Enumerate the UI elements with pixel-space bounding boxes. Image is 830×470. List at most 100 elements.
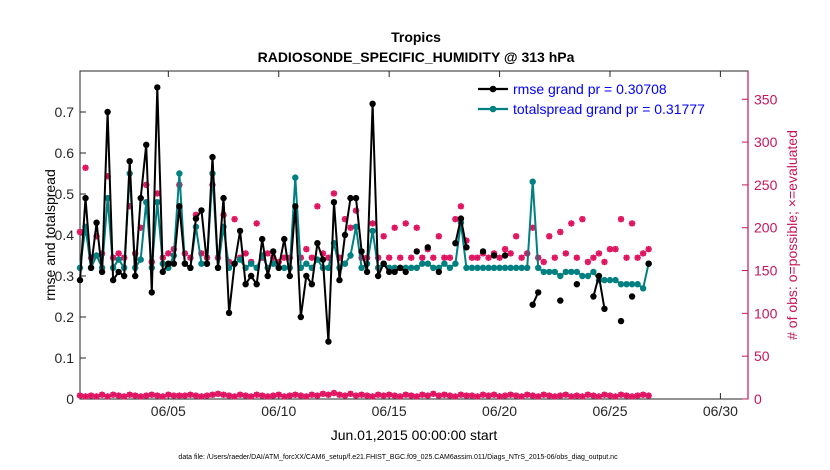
totalspread-point xyxy=(463,264,470,271)
obs-evaluated-point-ring xyxy=(330,389,338,397)
plot-area xyxy=(79,70,749,400)
totalspread-point xyxy=(623,281,630,288)
totalspread-point xyxy=(562,268,570,276)
obs-evaluated-point xyxy=(87,392,95,399)
obs-evaluated-point-ring xyxy=(369,393,376,400)
rmse-point xyxy=(165,260,172,267)
y2-tick-label: 350 xyxy=(754,91,778,107)
obs-possible-point-ring xyxy=(303,246,310,253)
obs-possible-point-ring xyxy=(474,254,481,261)
obs-evaluated-point xyxy=(374,391,382,398)
obs-evaluated-point xyxy=(319,390,327,398)
obs-evaluated-point xyxy=(132,392,139,399)
obs-possible-point xyxy=(579,215,586,223)
obs-evaluated-point-ring xyxy=(452,393,459,400)
totalspread-point xyxy=(601,276,608,284)
chart-title: Tropics xyxy=(391,29,441,45)
obs-possible-point xyxy=(308,254,316,261)
obs-possible-point xyxy=(402,220,409,227)
obs-possible-point-ring xyxy=(397,254,404,261)
rmse-point xyxy=(236,227,244,235)
obs-possible-point-ring xyxy=(446,254,453,261)
rmse-point xyxy=(192,215,200,222)
obs-evaluated-point xyxy=(336,391,343,398)
obs-possible-point xyxy=(540,258,547,266)
rmse-point xyxy=(181,260,189,267)
obs-possible-point xyxy=(573,254,581,261)
obs-evaluated-point xyxy=(270,392,277,399)
rmse-point xyxy=(391,268,398,276)
obs-evaluated-point-ring xyxy=(490,391,498,398)
obs-evaluated-point xyxy=(104,393,111,400)
obs-evaluated-point xyxy=(590,392,597,399)
x-tick-label: 06/20 xyxy=(482,403,517,419)
obs-evaluated-point xyxy=(330,389,338,397)
obs-evaluated-point xyxy=(430,390,437,398)
obs-evaluated-point xyxy=(264,393,271,400)
obs-evaluated-point xyxy=(225,392,233,399)
obs-evaluated-point xyxy=(137,393,144,400)
obs-evaluated-point xyxy=(170,392,178,399)
obs-possible-point xyxy=(507,250,514,257)
obs-evaluated-point xyxy=(380,392,387,399)
x-tick-label: 06/05 xyxy=(151,403,186,419)
obs-possible-point-ring xyxy=(628,220,636,227)
obs-evaluated-point xyxy=(247,393,255,400)
obs-possible-point xyxy=(391,224,398,231)
rmse-point xyxy=(126,158,133,165)
y-tick-label: 0.5 xyxy=(55,186,75,202)
obs-possible-point-ring xyxy=(369,220,376,227)
obs-possible-point xyxy=(474,254,481,261)
obs-possible-point xyxy=(496,254,503,261)
obs-evaluated-point xyxy=(479,391,487,398)
obs-possible-point-ring xyxy=(143,181,150,189)
rmse-point xyxy=(109,276,117,284)
obs-evaluated-point-ring xyxy=(562,391,569,398)
obs-evaluated-point xyxy=(573,392,581,399)
totalspread-point xyxy=(535,264,542,271)
obs-evaluated-point xyxy=(546,392,553,399)
rmse-point xyxy=(479,248,487,255)
obs-evaluated-point xyxy=(634,392,641,399)
totalspread-point xyxy=(419,260,426,267)
obs-possible-point-ring xyxy=(82,164,89,171)
obs-evaluated-point xyxy=(76,392,84,399)
rmse-point xyxy=(617,317,625,325)
obs-evaluated-point xyxy=(645,392,652,399)
obs-possible-point xyxy=(623,254,630,261)
obs-evaluated-point xyxy=(369,393,376,400)
totalspread-point xyxy=(325,264,332,271)
obs-possible-point-ring xyxy=(540,258,547,266)
totalspread-point xyxy=(612,276,619,284)
obs-evaluated-point xyxy=(143,392,150,399)
rmse-point xyxy=(203,260,211,267)
obs-possible-point-ring xyxy=(595,250,603,257)
obs-evaluated-point-ring xyxy=(474,393,481,400)
totalspread-point xyxy=(474,264,481,271)
obs-evaluated-point xyxy=(176,392,183,399)
totalspread-point xyxy=(408,264,415,271)
obs-possible-point xyxy=(396,254,404,261)
rmse-point xyxy=(385,268,393,276)
totalspread-point xyxy=(579,272,586,280)
y2-tick-label: 200 xyxy=(754,220,778,236)
rmse-point xyxy=(380,260,387,267)
obs-possible-point-ring xyxy=(634,254,641,261)
obs-evaluated-point xyxy=(490,391,498,398)
obs-evaluated-point xyxy=(385,391,393,398)
obs-evaluated-point xyxy=(165,391,172,398)
rmse-point xyxy=(187,264,194,271)
obs-evaluated-point xyxy=(579,393,586,400)
totalspread-point xyxy=(413,264,420,271)
obs-possible-point-ring xyxy=(640,250,647,257)
rmse-point xyxy=(645,260,652,267)
obs-evaluated-point xyxy=(231,393,238,400)
obs-possible-point-ring xyxy=(198,250,205,257)
rmse-point xyxy=(628,293,636,300)
obs-possible-point-ring xyxy=(115,250,122,257)
obs-possible-point xyxy=(369,220,376,227)
y2-tick-label: 300 xyxy=(754,134,778,150)
obs-possible-point-ring xyxy=(573,254,580,261)
obs-possible-point xyxy=(419,254,426,261)
